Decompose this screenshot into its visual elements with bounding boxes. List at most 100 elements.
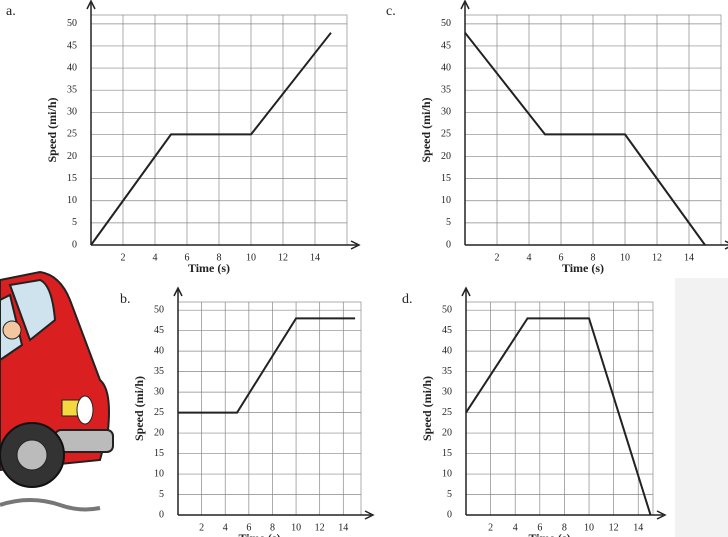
y-tick-label: 40 [441,62,451,73]
y-tick-label: 35 [154,366,164,377]
speed-line [465,317,652,516]
y-axis-label: Speed (mi/h) [420,376,434,441]
chart-title: d. [402,292,413,307]
x-tick-label: 10 [291,522,301,533]
y-axis-arrow [460,0,470,10]
y-tick-label: 5 [72,217,77,228]
x-tick-label: 4 [153,252,158,263]
x-tick-label: 12 [278,252,288,263]
y-tick-label: 50 [154,304,164,315]
y-tick-label: 25 [67,129,77,140]
y-tick-label: 35 [441,84,451,95]
y-tick-label: 30 [154,386,164,397]
x-tick-label: 6 [559,252,564,263]
x-tick-label: 4 [513,522,518,533]
y-axis-arrow [86,0,96,10]
y-axis-arrow [173,286,183,297]
x-tick-label: 10 [246,252,256,263]
y-tick-label: 40 [442,345,452,356]
speed-line [464,32,706,246]
y-tick-label: 35 [442,366,452,377]
y-tick-label: 15 [442,448,452,459]
chart-title: b. [120,292,131,307]
chart-title: c. [386,4,396,19]
x-axis-label: Time (s) [528,531,570,537]
x-axis-label: Time (s) [188,261,230,275]
y-tick-label: 25 [441,129,451,140]
y-tick-label: 10 [67,195,77,206]
y-tick-label: 10 [154,468,164,479]
y-tick-label: 50 [67,18,77,29]
x-tick-label: 10 [584,522,594,533]
x-tick-label: 10 [620,252,630,263]
y-tick-label: 25 [442,407,452,418]
y-tick-label: 30 [67,107,77,118]
y-axis-label: Speed (mi/h) [45,97,59,162]
y-tick-label: 20 [442,427,452,438]
y-axis-label: Speed (mi/h) [419,97,433,162]
y-tick-label: 35 [67,84,77,95]
x-axis-label: Time (s) [562,261,604,275]
x-tick-label: 4 [527,252,532,263]
y-tick-label: 0 [447,509,452,520]
x-axis-arrow [364,510,375,520]
y-tick-label: 50 [441,18,451,29]
y-tick-label: 5 [159,489,164,500]
x-tick-label: 8 [217,252,222,263]
y-tick-label: 30 [442,386,452,397]
y-axis-arrow [461,286,471,297]
y-tick-label: 0 [446,239,451,250]
x-tick-label: 8 [591,252,596,263]
y-tick-label: 20 [441,151,451,162]
x-tick-label: 6 [537,522,542,533]
x-tick-label: 4 [223,522,228,533]
y-tick-label: 45 [442,325,452,336]
y-tick-label: 45 [154,325,164,336]
x-tick-label: 8 [562,522,567,533]
car-illustration [0,270,114,512]
chart: a. 0 5 10 15 20 25 30 35 40 45 50 2 4 6 8 10 12 14 Time (s)… [6,0,361,275]
y-tick-label: 30 [441,107,451,118]
x-tick-label: 12 [609,522,619,533]
x-axis-arrow [656,510,667,520]
x-tick-label: 6 [246,522,251,533]
y-tick-label: 15 [441,173,451,184]
chart: d. 0 5 10 15 20 25 30 35 40 45 50 2 4 6 8 10 12 14 Time (s)… [402,286,667,537]
y-tick-label: 5 [446,217,451,228]
x-axis-label: Time (s) [238,531,280,537]
y-tick-label: 20 [154,427,164,438]
y-tick-label: 20 [67,151,77,162]
x-tick-label: 12 [652,252,662,263]
x-tick-label: 8 [270,522,275,533]
chart: b. 0 5 10 15 20 25 30 35 40 45 50 2 4 6 8 10 12 14 Time (s)… [120,286,375,537]
y-tick-label: 45 [441,40,451,51]
y-tick-label: 15 [154,448,164,459]
y-tick-label: 5 [447,489,452,500]
x-tick-label: 6 [185,252,190,263]
y-tick-label: 40 [154,345,164,356]
chart: c. 0 5 10 15 20 25 30 35 40 45 50 2 4 6 8 10 12 14 Time (s)… [386,0,728,275]
chart-title: a. [6,4,16,19]
y-tick-label: 10 [441,195,451,206]
y-tick-label: 45 [67,40,77,51]
x-tick-label: 14 [310,252,320,263]
y-axis-label: Speed (mi/h) [132,376,146,441]
x-tick-label: 12 [315,522,325,533]
x-tick-label: 2 [199,522,204,533]
y-tick-label: 40 [67,62,77,73]
y-tick-label: 15 [67,173,77,184]
side-panel [675,278,728,537]
x-tick-label: 2 [495,252,500,263]
x-tick-label: 14 [633,522,643,533]
x-tick-label: 14 [338,522,348,533]
x-tick-label: 2 [488,522,493,533]
y-tick-label: 25 [154,407,164,418]
y-tick-label: 10 [442,468,452,479]
y-tick-label: 0 [159,509,164,520]
y-tick-label: 0 [72,239,77,250]
y-tick-label: 50 [442,304,452,315]
x-tick-label: 2 [121,252,126,263]
